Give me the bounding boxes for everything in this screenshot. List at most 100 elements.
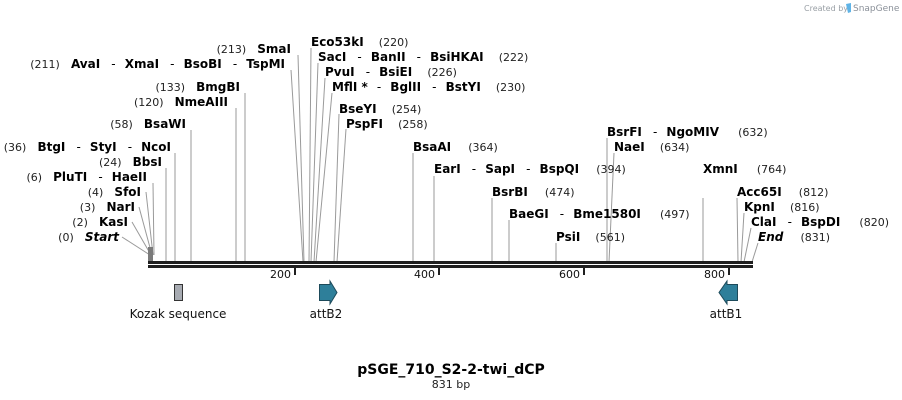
snapgene-credit[interactable]: Created by SnapGene bbox=[804, 3, 900, 14]
svg-text:PsiI (561): PsiI (561) bbox=[556, 226, 625, 245]
leader-eco53ki bbox=[308, 47, 312, 263]
svg-text:BsrBI (474): BsrBI (474) bbox=[492, 181, 575, 200]
site-name: XmaI bbox=[125, 57, 159, 71]
site-eari[interactable]: EarI - SapI - BspQI (394) bbox=[434, 158, 626, 177]
site-avai[interactable]: (211) AvaI - XmaI - BsoBI - TspMI bbox=[30, 53, 285, 72]
site-position: (634) bbox=[660, 141, 690, 154]
svg-text:PvuI - BsiEI: PvuI - BsiEI (226) bbox=[325, 61, 457, 80]
site-pvui[interactable]: PvuI - BsiEI (226) bbox=[325, 61, 457, 80]
site-position: (816) bbox=[790, 201, 820, 214]
site-mfli[interactable]: MflI * - BglII - BstYI (230) bbox=[332, 76, 525, 95]
ruler: 200 400 600 800 bbox=[270, 268, 730, 281]
site-name: Acc65I bbox=[737, 185, 782, 199]
site-end[interactable]: End (831) bbox=[758, 226, 830, 245]
site-bsaai[interactable]: BsaAI (364) bbox=[413, 136, 498, 155]
svg-text:BaeGI - Bme1580I: BaeGI - Bme1580I (497) bbox=[509, 203, 690, 222]
site-baegi[interactable]: BaeGI - Bme1580I (497) bbox=[509, 203, 690, 222]
site-name: BbsI bbox=[133, 155, 162, 169]
site-name: SapI bbox=[485, 162, 515, 176]
sequence-backbone[interactable] bbox=[148, 261, 753, 268]
site-saci[interactable]: SacI - BanII - BsiHKAI (222) bbox=[318, 46, 528, 65]
svg-text:ClaI - BspDI: ClaI - BspDI (820) bbox=[751, 211, 889, 230]
site-clai[interactable]: ClaI - BspDI (820) bbox=[751, 211, 889, 230]
site-position: (230) bbox=[496, 81, 526, 94]
site-name: Start bbox=[85, 230, 120, 244]
leader-pvui bbox=[313, 77, 326, 263]
site-name: End bbox=[758, 230, 784, 244]
site-xmni[interactable]: XmnI (764) bbox=[703, 158, 786, 177]
site-position: (364) bbox=[468, 141, 498, 154]
feature-label-kozak: Kozak sequence bbox=[130, 307, 227, 321]
site-position: (820) bbox=[859, 216, 889, 229]
leader-sfoi bbox=[145, 191, 154, 256]
site-bmgbi[interactable]: (133) BmgBI bbox=[155, 76, 240, 95]
site-smai[interactable]: (213) SmaI bbox=[217, 38, 291, 57]
svg-text:MflI * - BglII: MflI * - BglII - BstYI (230) bbox=[332, 76, 525, 95]
leader-avai bbox=[290, 69, 304, 263]
leader-clai bbox=[743, 227, 752, 263]
site-btgi[interactable]: (36) BtgI - StyI - NcoI bbox=[4, 136, 171, 155]
svg-text:NaeI (634): NaeI (634) bbox=[614, 136, 689, 155]
site-sfoi[interactable]: (4) SfoI bbox=[88, 181, 141, 200]
leader-pluti bbox=[152, 182, 155, 256]
feature-attb1[interactable]: attB1 bbox=[710, 279, 743, 321]
site-pspfi[interactable]: PspFI (258) bbox=[346, 113, 428, 132]
site-name: BsaAI bbox=[413, 140, 451, 154]
leader-end bbox=[751, 242, 759, 263]
kozak-box-icon bbox=[174, 284, 183, 301]
snapgene-logo-icon bbox=[846, 3, 851, 13]
site-name: NaeI bbox=[614, 140, 645, 154]
site-name: BspQI bbox=[540, 162, 580, 176]
svg-text:End (831): End (831) bbox=[758, 226, 830, 245]
site-position: (213) bbox=[217, 43, 247, 56]
site-position: (36) bbox=[4, 141, 27, 154]
site-name: Eco53kI bbox=[311, 35, 364, 49]
site-name: BglII bbox=[390, 80, 421, 94]
site-acc65i[interactable]: Acc65I (812) bbox=[737, 181, 828, 200]
site-bsrfi[interactable]: BsrFI - NgoMIV (632) bbox=[607, 121, 768, 140]
svg-text:KpnI (816): KpnI (816) bbox=[744, 196, 820, 215]
credit-prefix: Created by bbox=[804, 4, 848, 13]
site-position: (2) bbox=[72, 216, 88, 229]
site-position: (6) bbox=[26, 171, 42, 184]
site-nari[interactable]: (3) NarI bbox=[80, 196, 135, 215]
leader-kpni bbox=[740, 212, 745, 263]
site-name: MflI * bbox=[332, 80, 368, 94]
site-nmeaiii[interactable]: (120) NmeAIII bbox=[134, 91, 228, 110]
site-name: NcoI bbox=[141, 140, 171, 154]
site-position: (831) bbox=[800, 231, 830, 244]
site-name: BsrFI bbox=[607, 125, 642, 139]
feature-attb2[interactable]: attB2 bbox=[310, 279, 343, 321]
site-name: BstYI bbox=[446, 80, 481, 94]
tick-label-600: 600 bbox=[559, 268, 580, 281]
leader-smai bbox=[297, 54, 305, 263]
site-name: BspDI bbox=[801, 215, 840, 229]
site-name: BseYI bbox=[339, 102, 377, 116]
site-name: PsiI bbox=[556, 230, 580, 244]
feature-label-attb1: attB1 bbox=[710, 307, 743, 321]
site-name: BanII bbox=[371, 50, 406, 64]
site-bsrbi[interactable]: BsrBI (474) bbox=[492, 181, 575, 200]
site-eco53ki[interactable]: Eco53kI (220) bbox=[311, 31, 408, 50]
site-name: BmgBI bbox=[196, 80, 240, 94]
site-position: (226) bbox=[427, 66, 457, 79]
site-pluti[interactable]: (6) PluTI - HaeII bbox=[26, 166, 147, 185]
site-name: PvuI bbox=[325, 65, 355, 79]
svg-text:(120) NmeAIII: (120) NmeAIII bbox=[134, 91, 228, 110]
feature-kozak[interactable]: Kozak sequence bbox=[130, 284, 227, 322]
site-psii[interactable]: PsiI (561) bbox=[556, 226, 625, 245]
site-naei[interactable]: NaeI (634) bbox=[614, 136, 689, 155]
site-bseyi[interactable]: BseYI (254) bbox=[339, 98, 421, 117]
leader-saci bbox=[310, 62, 319, 263]
site-bsawi[interactable]: (58) BsaWI bbox=[110, 113, 186, 132]
leader-start bbox=[121, 236, 151, 256]
site-kasi[interactable]: (2) KasI bbox=[72, 211, 128, 230]
svg-text:(211) AvaI -: (211) AvaI - XmaI - BsoBI - TspMI bbox=[30, 53, 285, 72]
site-kpni[interactable]: KpnI (816) bbox=[744, 196, 820, 215]
site-name: BsoBI bbox=[184, 57, 222, 71]
start-marker bbox=[148, 247, 153, 262]
site-position: (133) bbox=[155, 81, 185, 94]
site-start[interactable]: (0) Start bbox=[58, 226, 120, 245]
site-position: (211) bbox=[30, 58, 60, 71]
site-bbsi[interactable]: (24) BbsI bbox=[99, 151, 162, 170]
